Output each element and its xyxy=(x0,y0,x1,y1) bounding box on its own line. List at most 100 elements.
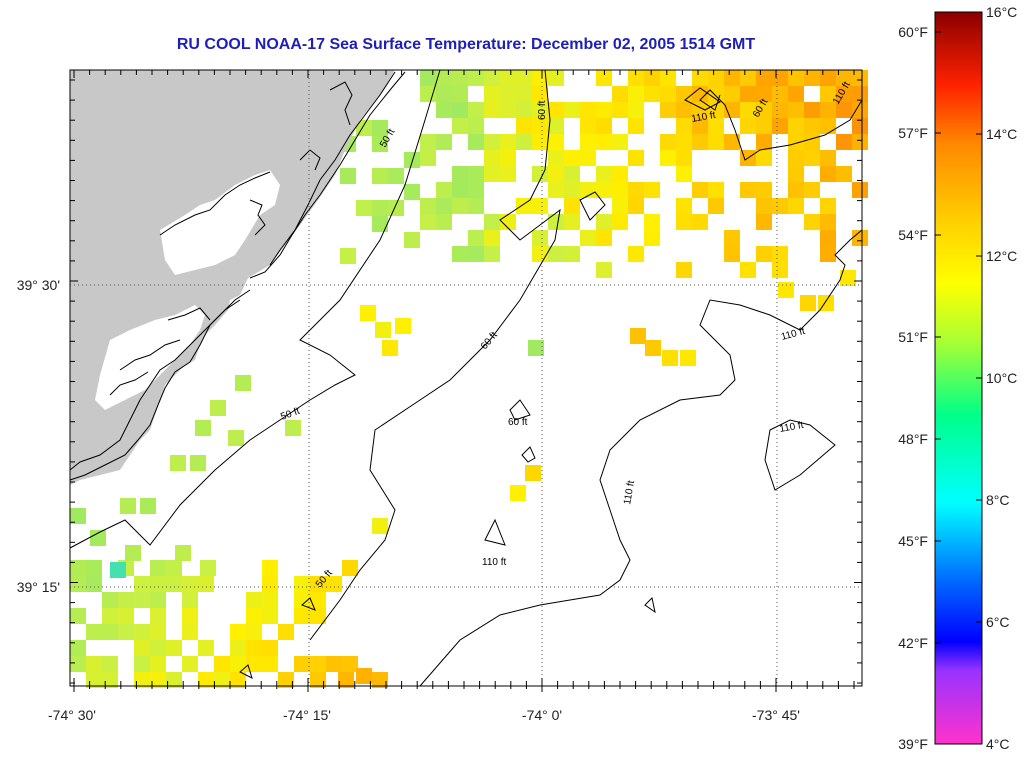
colorbar-f-label: 51°F xyxy=(898,329,928,345)
colorbar-f-label: 54°F xyxy=(898,227,928,243)
sst-pixel xyxy=(86,560,102,576)
lat-label: 39° 30' xyxy=(16,277,60,293)
sst-pixel xyxy=(468,182,484,198)
sst-pixel xyxy=(692,86,708,102)
sst-pixel xyxy=(86,576,102,592)
sst-pixel xyxy=(628,198,644,214)
sst-pixel xyxy=(150,560,166,576)
sst-pixel xyxy=(820,118,836,134)
sst-pixel xyxy=(500,102,516,118)
sst-pixel xyxy=(820,86,836,102)
lat-label: 39° 15' xyxy=(16,579,60,595)
sst-pixel xyxy=(262,592,278,608)
sst-pixel xyxy=(436,70,452,86)
contour-label: 110 ft xyxy=(622,479,637,505)
sst-pixel xyxy=(340,168,356,184)
sst-pixel xyxy=(500,166,516,182)
sst-pixel xyxy=(516,134,532,150)
sst-pixel xyxy=(340,248,356,264)
sst-pixel xyxy=(564,166,580,182)
sst-pixel xyxy=(564,246,580,262)
colorbar-f-label: 45°F xyxy=(898,533,928,549)
sst-pixel xyxy=(532,166,548,182)
sst-pixel xyxy=(820,150,836,166)
sst-pixel xyxy=(708,70,724,86)
sst-pixel xyxy=(628,246,644,262)
sst-pixel xyxy=(660,150,676,166)
sst-pixel xyxy=(756,246,772,262)
colorbar-c-label: 6°C xyxy=(986,614,1010,630)
sst-pixel xyxy=(532,86,548,102)
sst-pixel xyxy=(310,608,326,624)
sst-pixel xyxy=(372,200,388,216)
sst-pixel xyxy=(484,230,500,246)
sst-pixel xyxy=(166,576,182,592)
colorbar-c-label: 4°C xyxy=(986,736,1010,752)
sst-pixel xyxy=(692,182,708,198)
sst-pixel xyxy=(436,198,452,214)
sst-pixel xyxy=(676,102,692,118)
sst-pixel xyxy=(820,166,836,182)
sst-pixel xyxy=(800,295,816,311)
sst-pixel xyxy=(516,102,532,118)
colorbar-c-label: 12°C xyxy=(986,248,1018,264)
contour-label: 60 ft xyxy=(508,417,528,428)
sst-pixel xyxy=(102,672,118,688)
sst-pixel xyxy=(788,118,804,134)
sst-pixel xyxy=(676,118,692,134)
sst-pixel xyxy=(852,86,868,102)
sst-pixel xyxy=(820,70,836,86)
sst-pixel xyxy=(326,576,342,592)
sst-pixel xyxy=(90,530,106,546)
sst-pixel xyxy=(134,672,150,688)
sst-pixel xyxy=(388,168,404,184)
sst-pixel xyxy=(125,545,141,561)
sst-pixel xyxy=(660,134,676,150)
sst-pixel xyxy=(820,214,836,230)
sst-pixel xyxy=(70,508,86,524)
axis-ticks xyxy=(70,70,862,692)
sst-pixel xyxy=(630,328,646,344)
sst-pixel xyxy=(468,134,484,150)
sst-pixel xyxy=(756,118,772,134)
sst-pixel xyxy=(198,672,214,688)
sst-pixel xyxy=(548,102,564,118)
sst-pixel xyxy=(772,198,788,214)
sst-pixel xyxy=(230,624,246,640)
sst-pixel xyxy=(182,576,198,592)
sst-pixel xyxy=(628,150,644,166)
sst-pixel xyxy=(596,70,612,86)
sst-pixel xyxy=(644,70,660,86)
sst-pixel xyxy=(150,624,166,640)
sst-pixel xyxy=(404,152,420,168)
sst-pixel xyxy=(724,230,740,246)
sst-pixel xyxy=(756,86,772,102)
sst-pixel xyxy=(724,70,740,86)
sst-pixel xyxy=(134,624,150,640)
sst-pixel xyxy=(772,118,788,134)
sst-pixel xyxy=(436,182,452,198)
sst-pixel xyxy=(804,102,820,118)
sst-pixel xyxy=(788,70,804,86)
sst-pixel xyxy=(246,592,262,608)
sst-pixel xyxy=(210,400,226,416)
sst-pixel xyxy=(740,86,756,102)
sst-pixel xyxy=(772,70,788,86)
sst-pixel xyxy=(644,182,660,198)
sst-pixel xyxy=(484,102,500,118)
sst-pixel xyxy=(740,262,756,278)
sst-pixel xyxy=(310,672,326,688)
sst-pixel xyxy=(564,182,580,198)
sst-pixel xyxy=(778,282,794,298)
sst-pixel xyxy=(596,214,612,230)
sst-pixel xyxy=(628,70,644,86)
sst-pixel xyxy=(468,102,484,118)
sst-pixel xyxy=(756,102,772,118)
sst-pixel xyxy=(484,166,500,182)
sst-pixel xyxy=(596,166,612,182)
sst-pixel xyxy=(612,214,628,230)
sst-pixel xyxy=(756,150,772,166)
sst-pixel xyxy=(676,262,692,278)
bay-water xyxy=(160,170,280,275)
sst-pixel xyxy=(804,70,820,86)
